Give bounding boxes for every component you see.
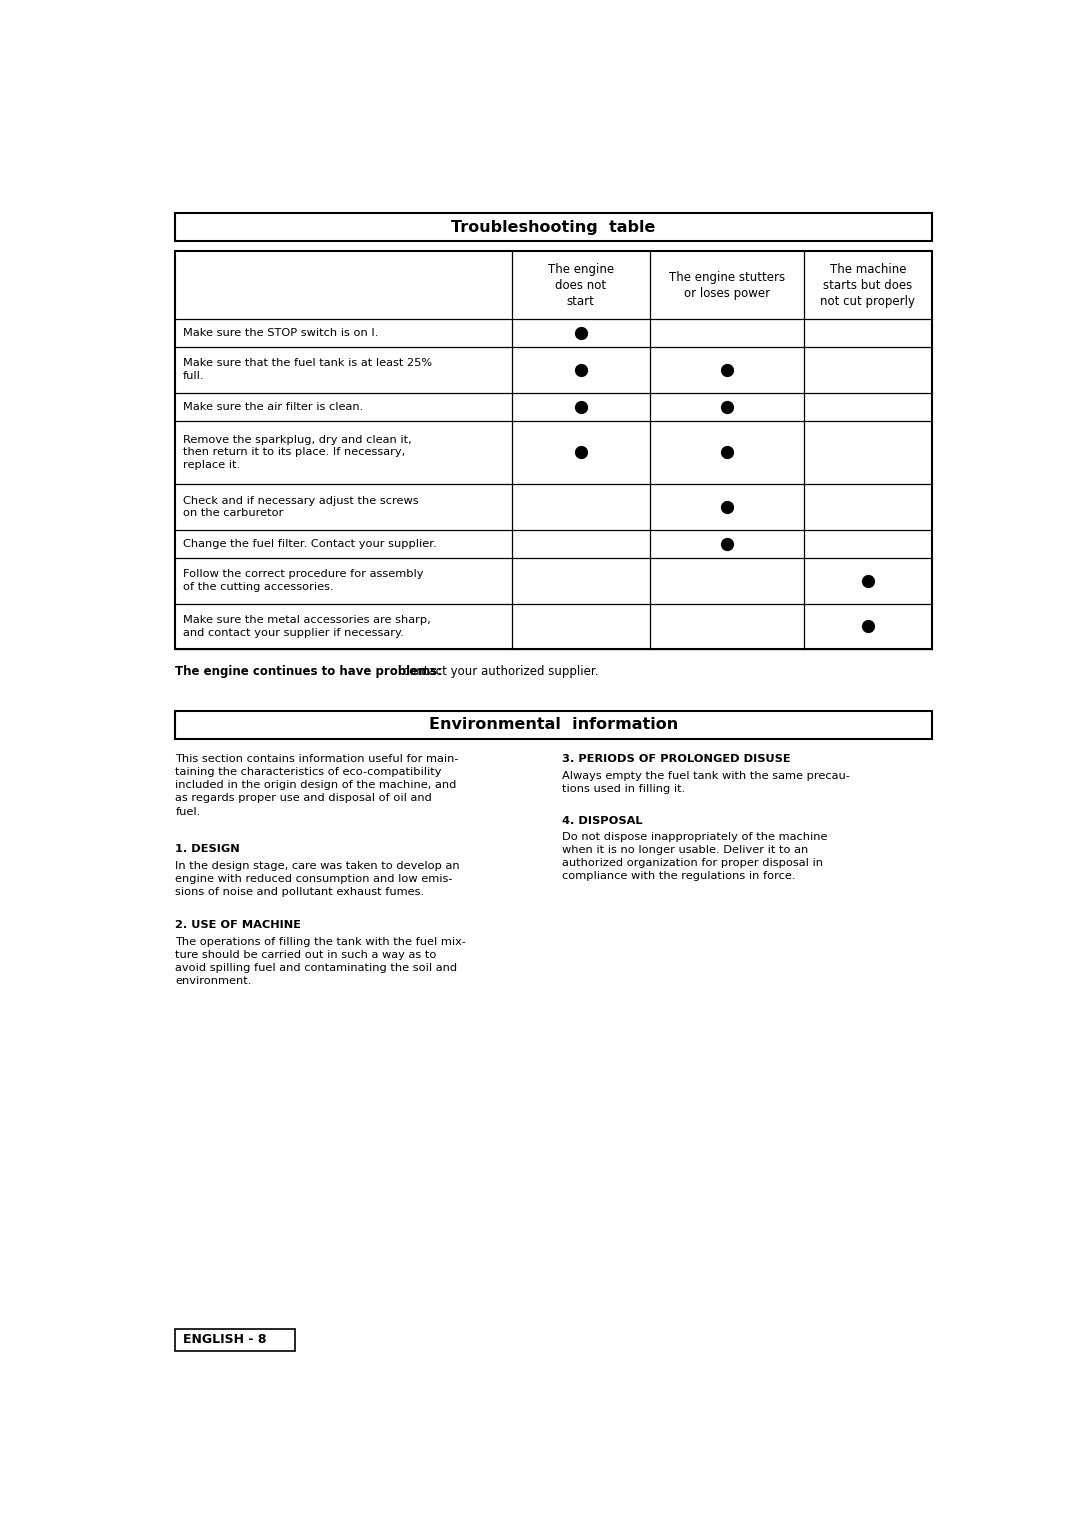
Text: Remove the sparkplug, dry and clean it,
then return it to its place. If necessar: Remove the sparkplug, dry and clean it, …	[183, 434, 411, 471]
Text: Change the fuel filter. Contact your supplier.: Change the fuel filter. Contact your sup…	[183, 540, 436, 549]
Bar	[175, 213, 932, 241]
Text: Do not dispose inappropriately of the machine
when it is no longer usable. Deliv: Do not dispose inappropriately of the ma…	[562, 832, 827, 881]
Text: 1. DESIGN: 1. DESIGN	[175, 845, 240, 854]
Text: The engine stutters
or loses power: The engine stutters or loses power	[669, 271, 785, 300]
Bar	[175, 711, 932, 739]
Text: Make sure the metal accessories are sharp,
and contact your supplier if necessar: Make sure the metal accessories are shar…	[183, 615, 431, 638]
Text: The engine continues to have problems:: The engine continues to have problems:	[175, 665, 443, 678]
Bar	[175, 251, 932, 650]
Text: 4. DISPOSAL: 4. DISPOSAL	[562, 816, 643, 826]
Text: Make sure the air filter is clean.: Make sure the air filter is clean.	[183, 402, 363, 412]
Text: The engine
does not
start: The engine does not start	[548, 262, 613, 308]
Text: The machine
starts but does
not cut properly: The machine starts but does not cut prop…	[821, 262, 915, 308]
Text: Make sure that the fuel tank is at least 25%
full.: Make sure that the fuel tank is at least…	[183, 359, 432, 382]
Text: The operations of filling the tank with the fuel mix-
ture should be carried out: The operations of filling the tank with …	[175, 937, 467, 986]
Text: Always empty the fuel tank with the same precau-
tions used in filling it.: Always empty the fuel tank with the same…	[562, 771, 850, 794]
Text: Environmental  information: Environmental information	[429, 717, 678, 733]
Text: 3. PERIODS OF PROLONGED DISUSE: 3. PERIODS OF PROLONGED DISUSE	[562, 754, 791, 765]
Text: Troubleshooting  table: Troubleshooting table	[451, 219, 656, 235]
Text: This section contains information useful for main-
taining the characteristics o: This section contains information useful…	[175, 754, 459, 817]
Text: contact your authorized supplier.: contact your authorized supplier.	[400, 665, 598, 678]
Text: 2. USE OF MACHINE: 2. USE OF MACHINE	[175, 920, 301, 931]
Text: Check and if necessary adjust the screws
on the carburetor: Check and if necessary adjust the screws…	[183, 495, 419, 518]
Bar	[175, 1329, 296, 1351]
Text: In the design stage, care was taken to develop an
engine with reduced consumptio: In the design stage, care was taken to d…	[175, 860, 460, 897]
Text: ENGLISH - 8: ENGLISH - 8	[183, 1334, 267, 1346]
Text: Follow the correct procedure for assembly
of the cutting accessories.: Follow the correct procedure for assembl…	[183, 569, 423, 592]
Text: Make sure the STOP switch is on I.: Make sure the STOP switch is on I.	[183, 328, 378, 339]
